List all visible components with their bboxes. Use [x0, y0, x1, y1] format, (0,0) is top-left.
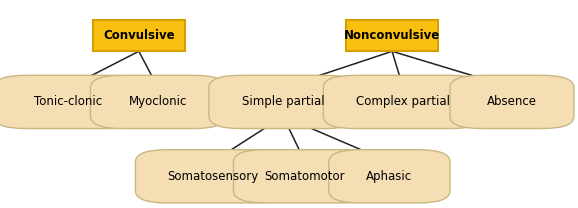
FancyBboxPatch shape: [450, 75, 574, 129]
FancyBboxPatch shape: [0, 75, 142, 129]
Text: Myoclonic: Myoclonic: [129, 95, 187, 108]
FancyBboxPatch shape: [135, 150, 290, 203]
Text: Nonconvulsive: Nonconvulsive: [344, 29, 440, 42]
FancyBboxPatch shape: [92, 20, 185, 51]
Text: Complex partial: Complex partial: [356, 95, 450, 108]
Text: Absence: Absence: [487, 95, 537, 108]
FancyBboxPatch shape: [91, 75, 225, 129]
FancyBboxPatch shape: [323, 75, 483, 129]
FancyBboxPatch shape: [346, 20, 439, 51]
FancyBboxPatch shape: [209, 75, 357, 129]
FancyBboxPatch shape: [329, 150, 450, 203]
FancyBboxPatch shape: [234, 150, 376, 203]
Text: Tonic-clonic: Tonic-clonic: [34, 95, 102, 108]
Text: Convulsive: Convulsive: [103, 29, 175, 42]
Text: Aphasic: Aphasic: [366, 170, 413, 183]
Text: Somatosensory: Somatosensory: [166, 170, 258, 183]
Text: Simple partial: Simple partial: [242, 95, 324, 108]
Text: Somatomotor: Somatomotor: [265, 170, 345, 183]
